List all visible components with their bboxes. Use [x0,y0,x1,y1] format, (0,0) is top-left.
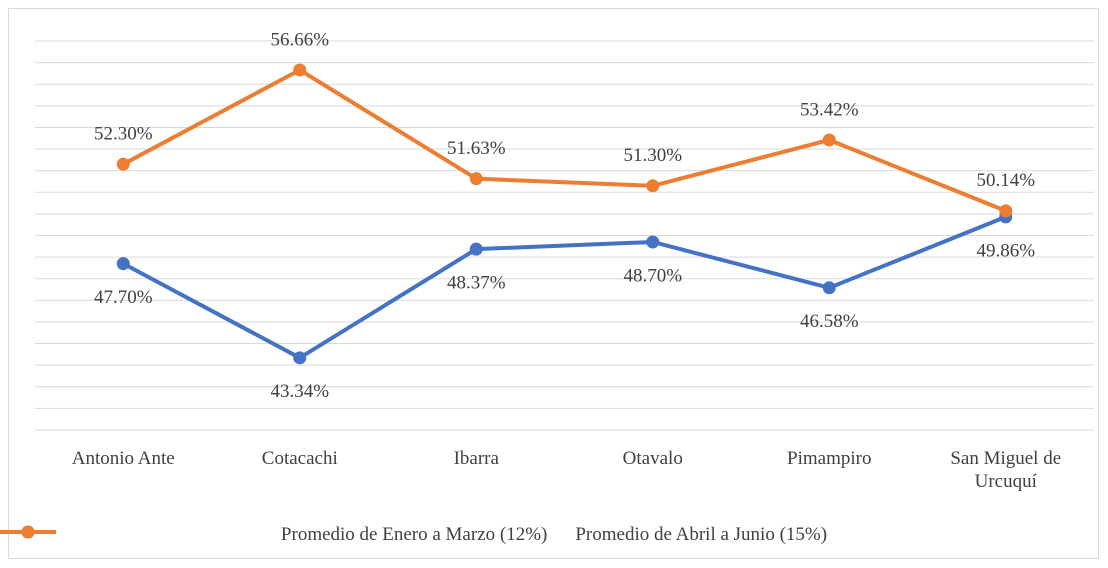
x-tick-label: Pimampiro [787,448,872,469]
x-tick-label: Cotacachi [261,448,338,469]
series-line [122,67,1007,213]
point [646,179,660,193]
data-label: 48.70% [623,265,682,286]
data-label: 52.30% [94,124,153,145]
point [999,204,1013,218]
data-label: 51.63% [447,138,506,159]
x-tick-label: Ibarra [453,448,499,469]
data-label: 56.66% [270,29,329,50]
data-label: 47.70% [94,287,153,308]
point [646,235,660,249]
data-label: 51.30% [623,145,682,166]
point [293,63,307,77]
legend-item: Promedio de Abril a Junio (15%) [0,524,828,546]
point [469,172,483,186]
legend-text: Promedio de Enero a Marzo (12%) [280,524,548,545]
data-label: 49.86% [976,240,1035,261]
x-tick-label: San Miguel de Urcuquí [950,448,1062,492]
point [469,242,483,256]
legend-text: Promedio de Abril a Junio (15%) [575,524,828,545]
data-label: 48.37% [447,272,506,293]
chart-border [8,8,1099,559]
legend-marker [21,525,35,539]
point [116,157,130,171]
series-line [122,215,1007,360]
data-label: 46.58% [800,311,859,332]
point [293,351,307,365]
data-label: 50.14% [976,170,1035,191]
legend: Promedio de Enero a Marzo (12%) Promedio … [0,524,1108,546]
legend-key [0,525,56,539]
legend-item: Promedio de Enero a Marzo (12%) [0,524,548,546]
point [116,257,130,271]
data-label: 43.34% [270,381,329,402]
x-tick-label: Otavalo [622,448,683,469]
x-tick-label: Antonio Ante [71,448,175,469]
data-label: 53.42% [800,99,859,120]
point [822,133,836,147]
point [822,281,836,295]
